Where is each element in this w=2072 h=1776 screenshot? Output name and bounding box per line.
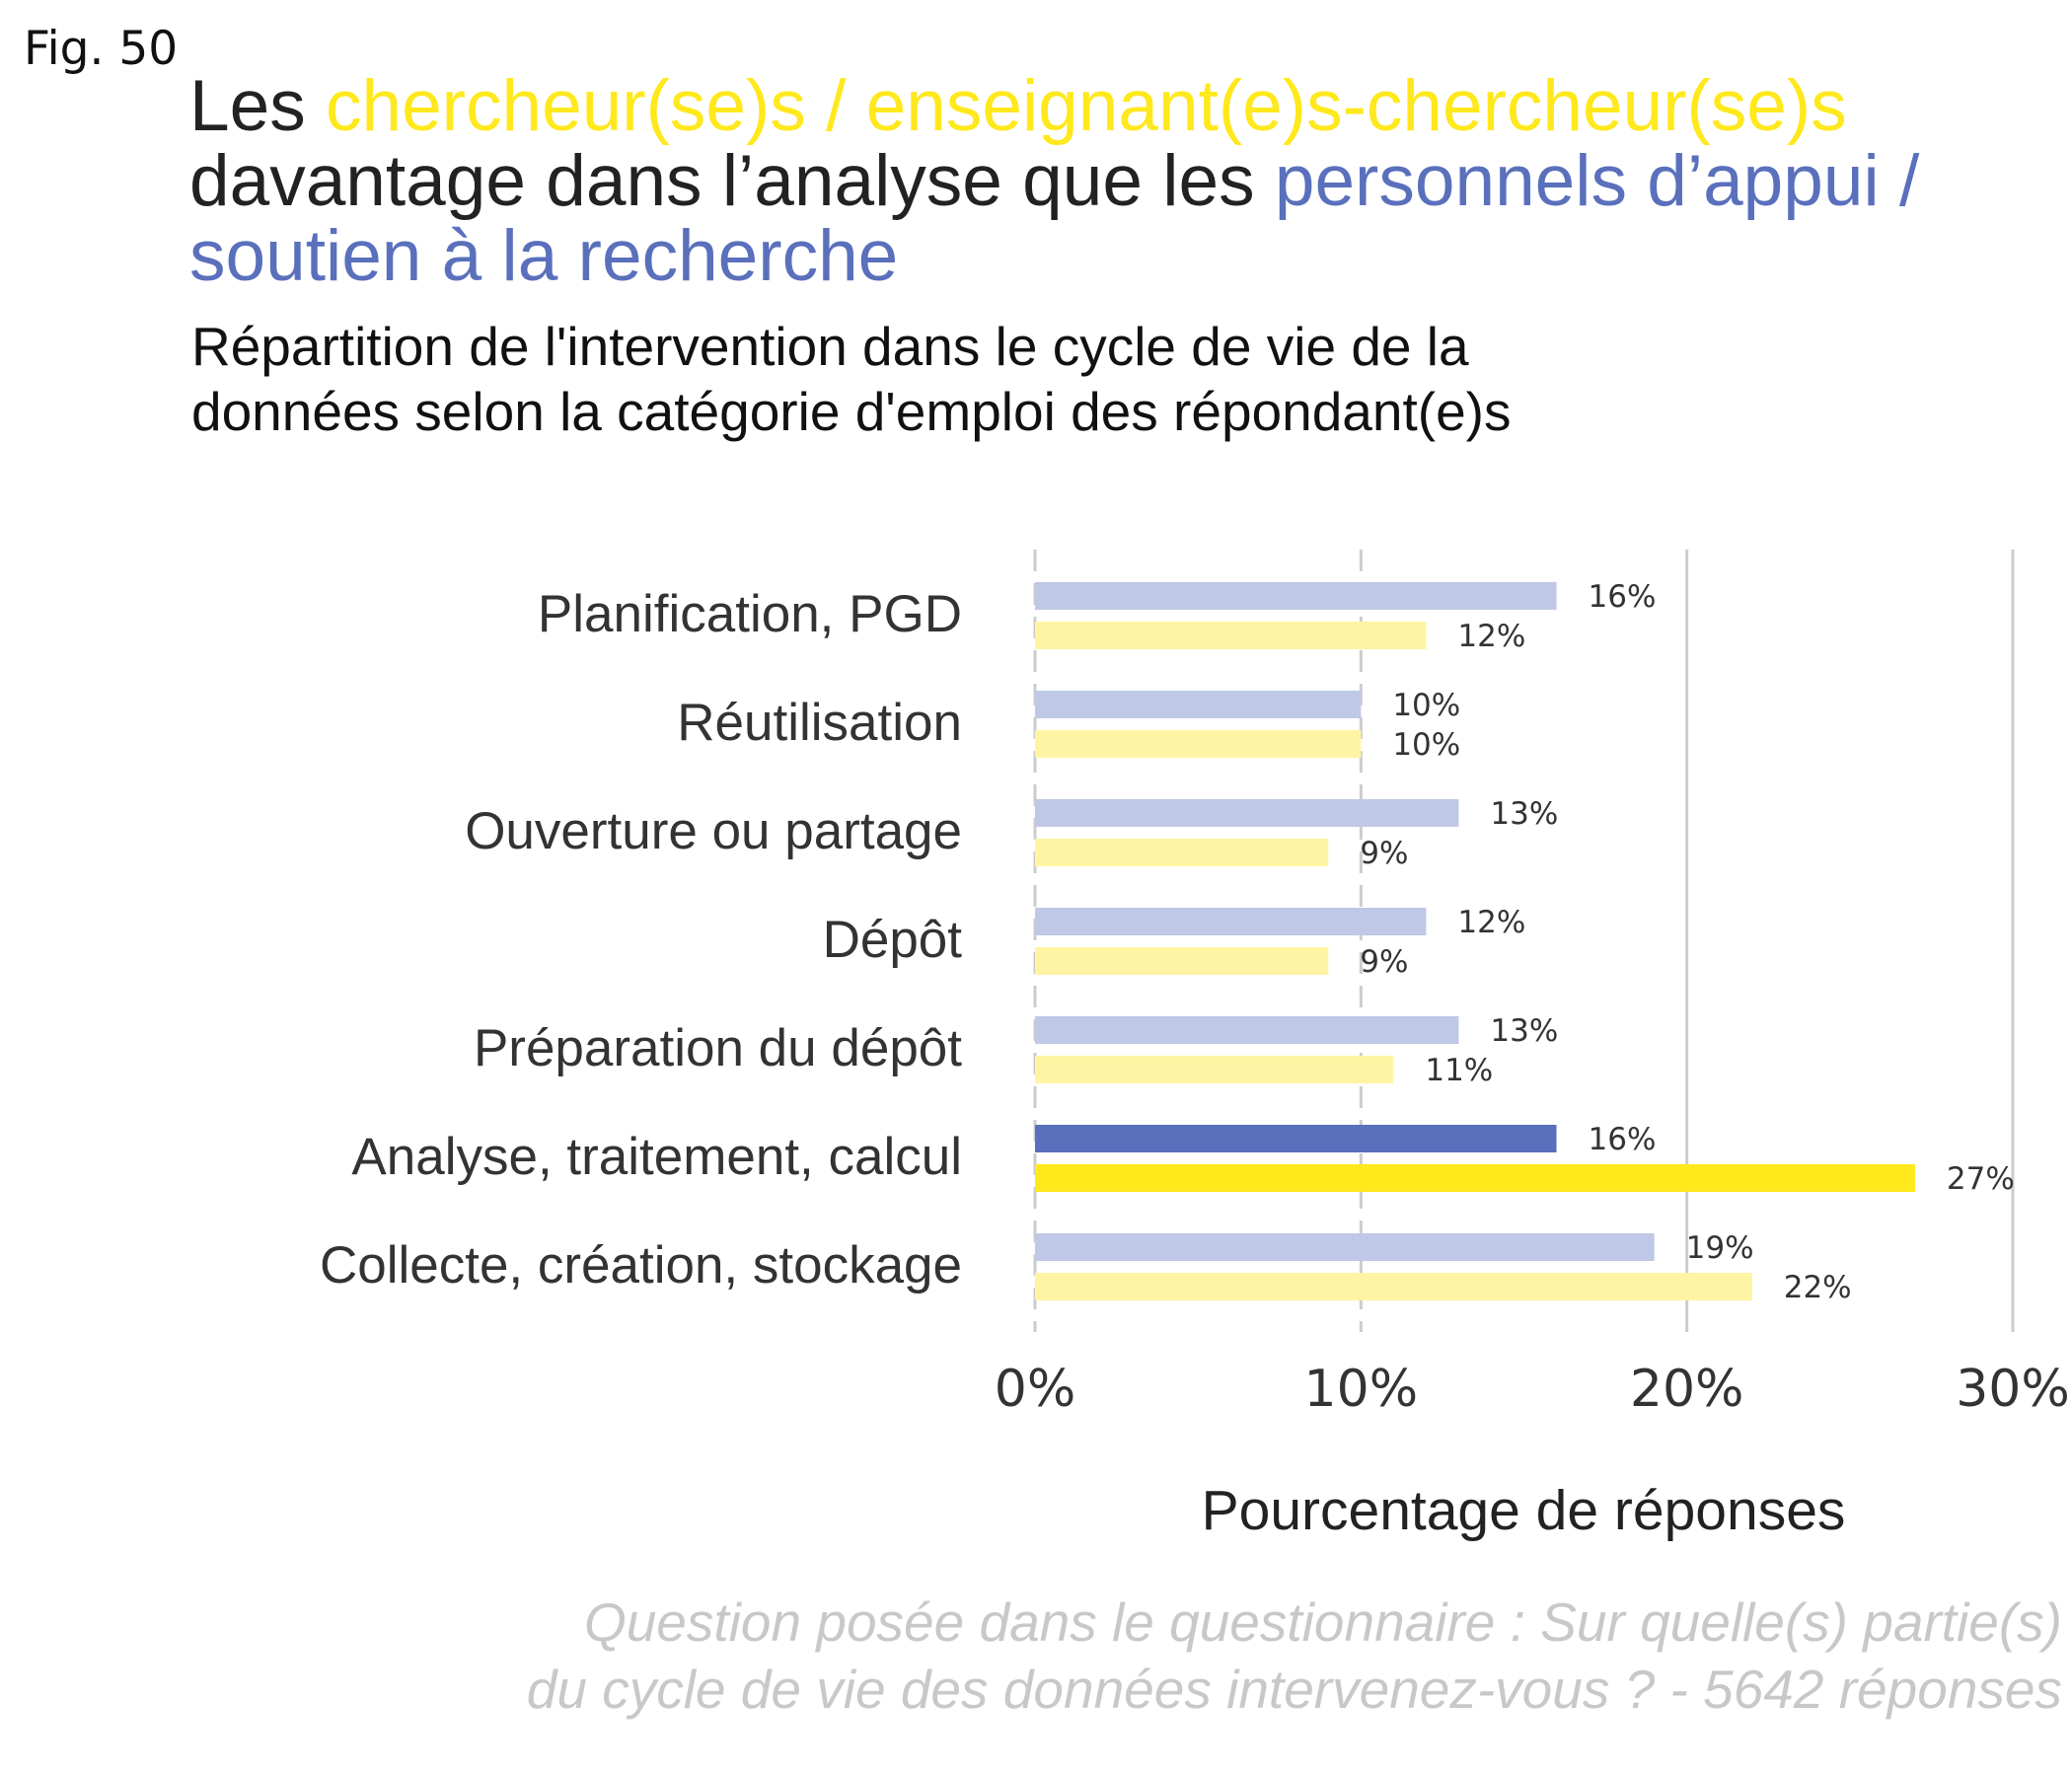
category-label-ouverture-ou-partage: Ouverture ou partage (465, 802, 962, 860)
axis-layer: 0% 10% 20% 30% Pourcentage de réponses (995, 1360, 2070, 1542)
x-tick-label-30: 30% (1956, 1360, 2070, 1419)
bar-collecte-creation-stockage-series-1 (1035, 1233, 1655, 1261)
bar-reutilisation-series-1 (1035, 691, 1362, 718)
title-researchers-highlight: chercheur(se)s / enseignant(e)s-chercheu… (325, 66, 1847, 146)
category-label-analyse-traitement-calcul: Analyse, traitement, calcul (351, 1128, 962, 1186)
bar-planification-pgd-series-2 (1035, 622, 1427, 649)
bar-analyse-traitement-calcul-series-1 (1035, 1125, 1557, 1152)
bar-layer (1035, 582, 1915, 1300)
value-label-reutilisation-series-1: 10% (1392, 688, 1460, 723)
x-tick-label-0: 0% (995, 1360, 1076, 1419)
title-part-3: davantage dans l’analyse que les (189, 141, 1275, 221)
value-label-preparation-du-depot-series-2: 11% (1425, 1053, 1493, 1088)
bar-preparation-du-depot-series-2 (1035, 1056, 1394, 1083)
bar-chart: Planification, PGD 16% 12% Réutilisation 10%… (320, 550, 2070, 1542)
value-label-analyse-traitement-calcul-series-1: 16% (1589, 1122, 1657, 1157)
x-axis-title: Pourcentage de réponses (1202, 1479, 1846, 1542)
category-label-collecte-creation-stockage: Collecte, création, stockage (320, 1236, 962, 1295)
bar-reutilisation-series-2 (1035, 730, 1362, 758)
survey-question-caption: Question posée dans le questionnaire : S… (187, 1589, 2062, 1723)
value-label-analyse-traitement-calcul-series-2: 27% (1947, 1161, 2015, 1197)
value-label-preparation-du-depot-series-1: 13% (1490, 1013, 1558, 1049)
bar-ouverture-ou-partage-series-1 (1035, 799, 1459, 827)
value-label-ouverture-ou-partage-series-2: 9% (1360, 836, 1408, 871)
category-label-planification-pgd: Planification, PGD (538, 585, 962, 643)
bar-preparation-du-depot-series-1 (1035, 1016, 1459, 1044)
value-label-collecte-creation-stockage-series-2: 22% (1784, 1270, 1852, 1305)
figure-label: Fig. 50 (24, 22, 179, 76)
value-label-planification-pgd-series-1: 16% (1589, 579, 1657, 615)
label-layer: Planification, PGD 16% 12% Réutilisation 10%… (320, 579, 2015, 1305)
x-tick-label-10: 10% (1304, 1360, 1419, 1419)
grid-layer (1033, 550, 2015, 1332)
bar-analyse-traitement-calcul-series-2 (1035, 1164, 1915, 1192)
value-label-ouverture-ou-partage-series-1: 13% (1490, 796, 1558, 832)
value-label-depot-series-2: 9% (1360, 944, 1408, 980)
caption-line-1: Question posée dans le questionnaire : S… (583, 1591, 2062, 1653)
value-label-collecte-creation-stockage-series-1: 19% (1686, 1230, 1754, 1266)
bar-ouverture-ou-partage-series-2 (1035, 839, 1329, 866)
value-label-depot-series-1: 12% (1457, 905, 1525, 940)
title-support-staff-highlight: personnels d’appui / soutien à la recher… (189, 141, 1920, 296)
bar-depot-series-2 (1035, 947, 1329, 975)
caption-line-2: du cycle de vie des données intervenez-v… (526, 1659, 2062, 1720)
category-label-reutilisation: Réutilisation (677, 694, 962, 752)
x-tick-label-20: 20% (1630, 1360, 1744, 1419)
value-label-planification-pgd-series-2: 12% (1457, 619, 1525, 654)
chart-subtitle: Répartition de l'intervention dans le cy… (191, 316, 1512, 442)
title-part-1: Les (189, 66, 326, 146)
chart-title: Les chercheur(se)s / enseignant(e)s-cher… (189, 69, 2044, 294)
category-label-depot: Dépôt (823, 911, 963, 969)
bar-planification-pgd-series-1 (1035, 582, 1557, 610)
bar-collecte-creation-stockage-series-2 (1035, 1273, 1752, 1300)
value-label-reutilisation-series-2: 10% (1392, 727, 1460, 763)
category-label-preparation-du-depot: Préparation du dépôt (474, 1019, 962, 1077)
bar-depot-series-1 (1035, 908, 1427, 935)
